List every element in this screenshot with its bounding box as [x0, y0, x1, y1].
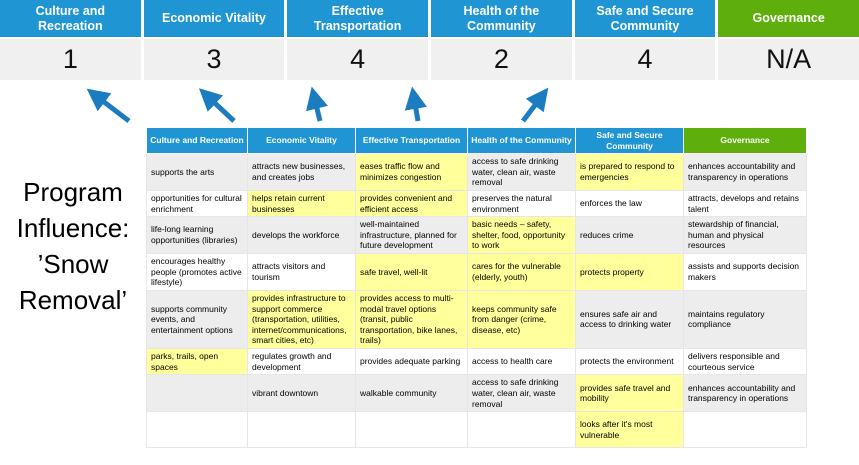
matrix-cell-r5-c3: provides access to multi-modal travel op…	[355, 289, 468, 350]
matrix-cell-r7-c4: access to safe drinking water, clean air…	[467, 374, 576, 413]
matrix-cell-r6-c6: delivers responsible and courteous servi…	[683, 347, 807, 376]
matrix-cell-r7-c3: walkable community	[355, 374, 468, 413]
matrix-cell-r4-c5: protects property	[575, 253, 684, 291]
scoreboard: Culture and Recreation Economic Vitality…	[0, 0, 859, 80]
matrix-header-governance: Governance	[683, 127, 807, 154]
matrix-cell-r7-c6: enhances accountability and transparency…	[683, 374, 807, 413]
matrix-cell-r1-c3: eases traffic flow and minimizes congest…	[355, 153, 468, 191]
matrix-cell-r1-c6: enhances accountability and transparency…	[683, 153, 807, 191]
scoreboard-score-governance: N/A	[718, 39, 859, 80]
arrow-icon-culture	[86, 88, 131, 123]
scoreboard-header-health-of-the-community: Health of the Community	[431, 0, 572, 37]
matrix-cell-r7-c5: provides safe travel and mobility	[575, 374, 684, 413]
matrix-cell-r4-c2: attracts visitors and tourism	[247, 253, 356, 291]
scoreboard-score-safe-and-secure-community: 4	[574, 39, 716, 80]
matrix-header-effective-transportation: Effective Transportation	[355, 127, 468, 154]
program-title: Program Influence: ’Snow Removal’	[0, 127, 146, 457]
matrix-cell-r5-c2: provides infrastructure to support comme…	[247, 289, 356, 350]
program-title-line: ’Snow	[37, 248, 109, 279]
matrix-cell-r8-c5: looks after it's most vulnerable	[575, 411, 684, 449]
matrix-cell-r3-c5: reduces crime	[575, 216, 684, 254]
matrix-row-1: supports the arts attracts new businesses…	[146, 153, 807, 191]
matrix-cell-r6-c1: parks, trails, open spaces	[146, 347, 248, 376]
matrix-cell-r8-c1	[146, 411, 248, 449]
program-title-line: Removal’	[18, 284, 128, 315]
matrix-header-health-of-the-community: Health of the Community	[467, 127, 576, 154]
scoreboard-header-culture-and-recreation: Culture and Recreation	[0, 0, 141, 37]
matrix-cell-r3-c4: basic needs – safety, shelter, food, opp…	[467, 216, 576, 254]
matrix-cell-r2-c4: preserves the natural environment	[467, 189, 576, 218]
matrix-cell-r4-c6: assists and supports decision makers	[683, 253, 807, 291]
scoreboard-header-effective-transportation: Effective Transportation	[287, 0, 428, 37]
matrix-cell-r2-c2: helps retain current businesses	[247, 189, 356, 218]
matrix-cell-r1-c2: attracts new businesses, and creates job…	[247, 153, 356, 191]
matrix-cell-r8-c6	[683, 411, 807, 449]
matrix-cell-r5-c5: ensures safe air and access to drinking …	[575, 289, 684, 350]
matrix-cell-r5-c6: maintains regulatory compliance	[683, 289, 807, 350]
matrix-row-7: vibrant downtown walkable community access…	[146, 374, 807, 413]
scoreboard-score-economic-vitality: 3	[143, 39, 285, 80]
matrix-row-2: opportunities for cultural enrichment hel…	[146, 189, 807, 218]
matrix-cell-r7-c2: vibrant downtown	[247, 374, 356, 413]
matrix-cell-r4-c4: cares for the vulnerable (elderly, youth…	[467, 253, 576, 291]
matrix-header-culture-and-recreation: Culture and Recreation	[146, 127, 248, 154]
matrix-row-8: looks after it's most vulnerable	[146, 411, 807, 449]
matrix-cell-r2-c5: enforces the law	[575, 189, 684, 218]
matrix-cell-r8-c3	[355, 411, 468, 449]
scoreboard-header-safe-and-secure-community: Safe and Secure Community	[574, 0, 716, 37]
matrix-header-safe-and-secure-community: Safe and Secure Community	[575, 127, 684, 154]
matrix-cell-r1-c4: access to safe drinking water, clean air…	[467, 153, 576, 191]
matrix-cell-r8-c2	[247, 411, 356, 449]
matrix-cell-r3-c1: life-long learning opportunities (librar…	[146, 216, 248, 254]
matrix-cell-r5-c4: keeps community safe from danger (crime,…	[467, 289, 576, 350]
scoreboard-score-culture-and-recreation: 1	[0, 39, 141, 80]
matrix-row-4: encourages healthy people (promotes acti…	[146, 253, 807, 291]
matrix-cell-r4-c3: safe travel, well-lit	[355, 253, 468, 291]
main-area: Program Influence: ’Snow Removal’ Cultur…	[0, 127, 859, 457]
matrix-header-row: Culture and Recreation Economic Vitality…	[146, 127, 807, 154]
matrix-cell-r1-c1: supports the arts	[146, 153, 248, 191]
matrix-cell-r3-c2: develops the workforce	[247, 216, 356, 254]
matrix-cell-r2-c6: attracts, develops and retains talent	[683, 189, 807, 218]
matrix-cell-r6-c4: access to health care	[467, 347, 576, 376]
matrix-row-3: life-long learning opportunities (librar…	[146, 216, 807, 254]
matrix-cell-r2-c1: opportunities for cultural enrichment	[146, 189, 248, 218]
matrix-cell-r3-c6: stewardship of financial, human and phys…	[683, 216, 807, 254]
influence-matrix: Culture and Recreation Economic Vitality…	[146, 127, 807, 449]
program-title-line: Influence:	[16, 212, 130, 243]
influence-arrows	[86, 86, 549, 123]
matrix-cell-r4-c1: encourages healthy people (promotes acti…	[146, 253, 248, 291]
matrix-cell-r3-c3: well-maintained infrastructure, planned …	[355, 216, 468, 254]
arrow-icon-transportation	[306, 86, 328, 122]
matrix-header-economic-vitality: Economic Vitality	[247, 127, 356, 154]
matrix-cell-r8-c4	[467, 411, 576, 449]
scoreboard-header-economic-vitality: Economic Vitality	[143, 0, 285, 37]
matrix-cell-r6-c5: protects the environment	[575, 347, 684, 376]
matrix-cell-r6-c3: provides adequate parking	[355, 347, 468, 376]
matrix-cell-r1-c5: is prepared to respond to emergencies	[575, 153, 684, 191]
scoreboard-score-health-of-the-community: 2	[431, 39, 572, 80]
matrix-cell-r2-c3: provides convenient and efficient access	[355, 189, 468, 218]
arrow-icon-economic	[198, 88, 236, 123]
matrix-cell-r7-c1	[146, 374, 248, 413]
program-title-line: Program	[23, 177, 123, 207]
scoreboard-header-governance: Governance	[718, 0, 859, 37]
matrix-cell-r6-c2: regulates growth and development	[247, 347, 356, 376]
arrow-icon-health	[404, 86, 427, 122]
arrow-icon-safe	[521, 87, 549, 123]
matrix-cell-r5-c1: supports community events, and entertain…	[146, 289, 248, 350]
matrix-row-6: parks, trails, open spaces regulates grow…	[146, 347, 807, 376]
scoreboard-score-effective-transportation: 4	[287, 39, 428, 80]
matrix-row-5: supports community events, and entertain…	[146, 289, 807, 350]
